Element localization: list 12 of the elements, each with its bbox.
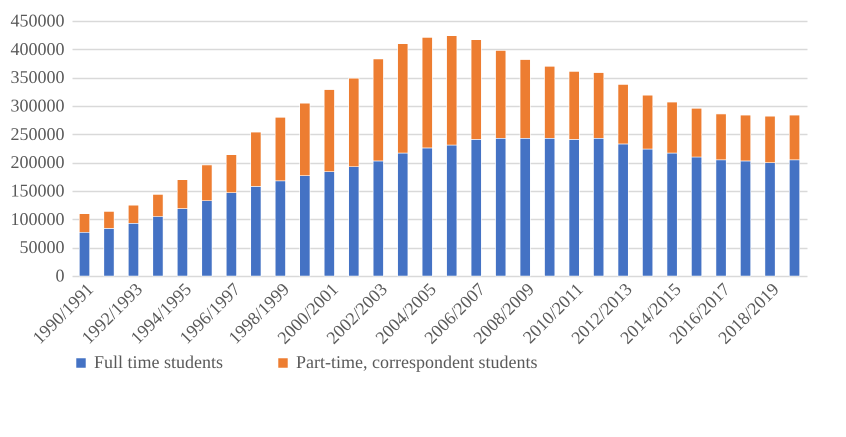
y-tick-label: 450000 [10, 10, 64, 30]
y-tick-label: 200000 [10, 152, 64, 172]
y-tick-label: 150000 [10, 180, 64, 200]
y-tick-label: 350000 [10, 67, 64, 88]
y-tick-label: 250000 [10, 124, 64, 144]
legend-label: Part-time, correspondent students [296, 352, 538, 372]
y-tick-label: 300000 [10, 96, 64, 116]
y-tick-label: 50000 [20, 237, 64, 258]
y-tick-label: 400000 [10, 38, 64, 59]
y-tick-label: 100000 [10, 208, 64, 229]
y-tick-label: 0 [56, 266, 64, 286]
legend-label: Full time students [94, 352, 224, 372]
